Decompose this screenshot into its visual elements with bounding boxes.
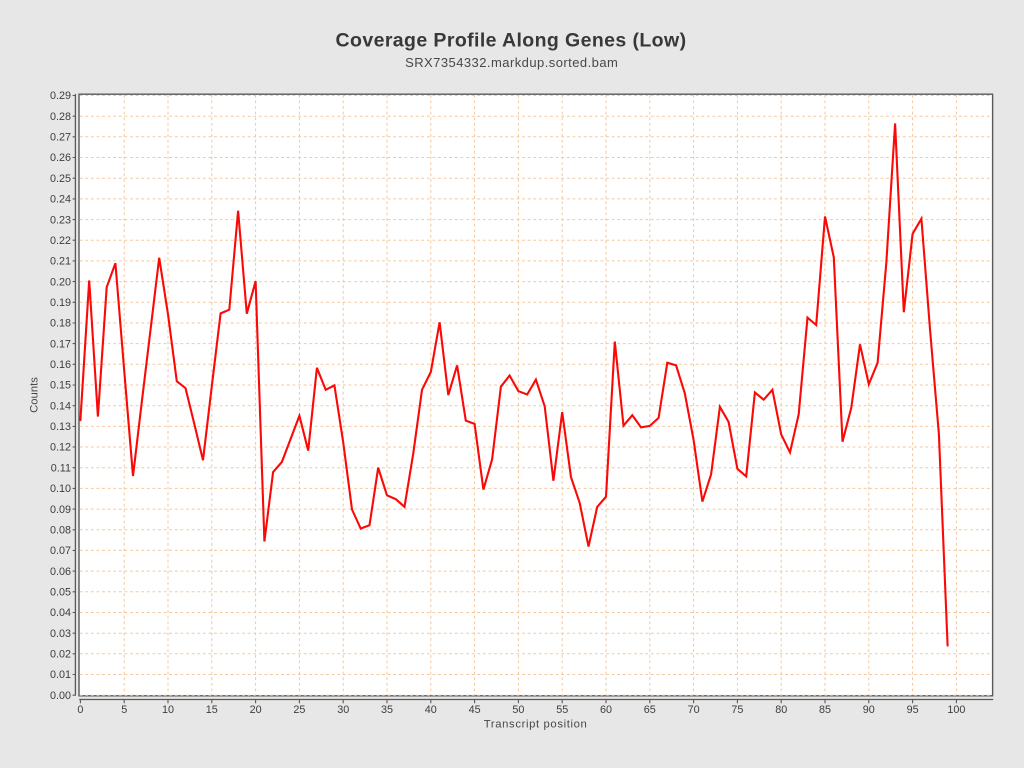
svg-text:0.14: 0.14 [50, 400, 71, 412]
svg-text:0.29: 0.29 [50, 90, 71, 102]
svg-text:0.15: 0.15 [50, 380, 71, 392]
svg-text:35: 35 [381, 704, 393, 716]
svg-text:90: 90 [863, 704, 875, 716]
svg-text:70: 70 [688, 704, 700, 716]
svg-text:0.07: 0.07 [50, 545, 71, 557]
svg-text:0.02: 0.02 [50, 649, 71, 661]
svg-text:0.10: 0.10 [50, 483, 71, 495]
svg-text:15: 15 [206, 704, 218, 716]
svg-text:0.24: 0.24 [50, 194, 71, 206]
svg-text:SRX7354332.markdup.sorted.bam: SRX7354332.markdup.sorted.bam [405, 55, 618, 70]
svg-text:0.05: 0.05 [50, 587, 71, 599]
svg-text:20: 20 [250, 704, 262, 716]
svg-text:0.11: 0.11 [51, 462, 71, 474]
svg-text:Coverage Profile Along Genes (: Coverage Profile Along Genes (Low) [336, 30, 687, 52]
svg-text:85: 85 [819, 704, 831, 716]
svg-text:0.22: 0.22 [50, 235, 71, 247]
svg-text:0.23: 0.23 [50, 214, 71, 226]
svg-text:0.09: 0.09 [50, 504, 71, 516]
svg-text:0.18: 0.18 [50, 318, 71, 330]
svg-text:Counts: Counts [29, 377, 41, 413]
svg-text:0.26: 0.26 [50, 152, 71, 164]
svg-text:10: 10 [162, 704, 174, 716]
svg-text:45: 45 [469, 704, 481, 716]
svg-text:25: 25 [293, 704, 305, 716]
svg-text:0.28: 0.28 [50, 111, 71, 123]
svg-text:0.13: 0.13 [50, 421, 71, 433]
svg-text:0.17: 0.17 [50, 338, 71, 350]
svg-text:0.12: 0.12 [50, 442, 71, 454]
svg-text:0.27: 0.27 [50, 132, 71, 144]
svg-text:0.00: 0.00 [50, 690, 71, 702]
svg-text:0: 0 [77, 704, 83, 716]
svg-text:0.04: 0.04 [50, 607, 71, 619]
svg-text:0.20: 0.20 [50, 276, 71, 288]
svg-text:0.08: 0.08 [50, 525, 71, 537]
svg-text:95: 95 [907, 704, 919, 716]
svg-text:75: 75 [731, 704, 743, 716]
svg-text:0.06: 0.06 [50, 566, 71, 578]
svg-text:0.25: 0.25 [50, 173, 71, 185]
svg-text:100: 100 [947, 704, 965, 716]
svg-text:50: 50 [512, 704, 524, 716]
svg-text:0.21: 0.21 [50, 256, 71, 268]
svg-text:55: 55 [556, 704, 568, 716]
svg-text:30: 30 [337, 704, 349, 716]
svg-text:Transcript position: Transcript position [484, 719, 588, 731]
svg-text:65: 65 [644, 704, 656, 716]
svg-text:0.03: 0.03 [50, 628, 71, 640]
svg-text:0.01: 0.01 [50, 669, 71, 681]
svg-text:60: 60 [600, 704, 612, 716]
svg-text:0.19: 0.19 [50, 297, 71, 309]
svg-text:40: 40 [425, 704, 437, 716]
svg-text:80: 80 [775, 704, 787, 716]
svg-text:0.16: 0.16 [50, 359, 71, 371]
svg-text:5: 5 [121, 704, 127, 716]
